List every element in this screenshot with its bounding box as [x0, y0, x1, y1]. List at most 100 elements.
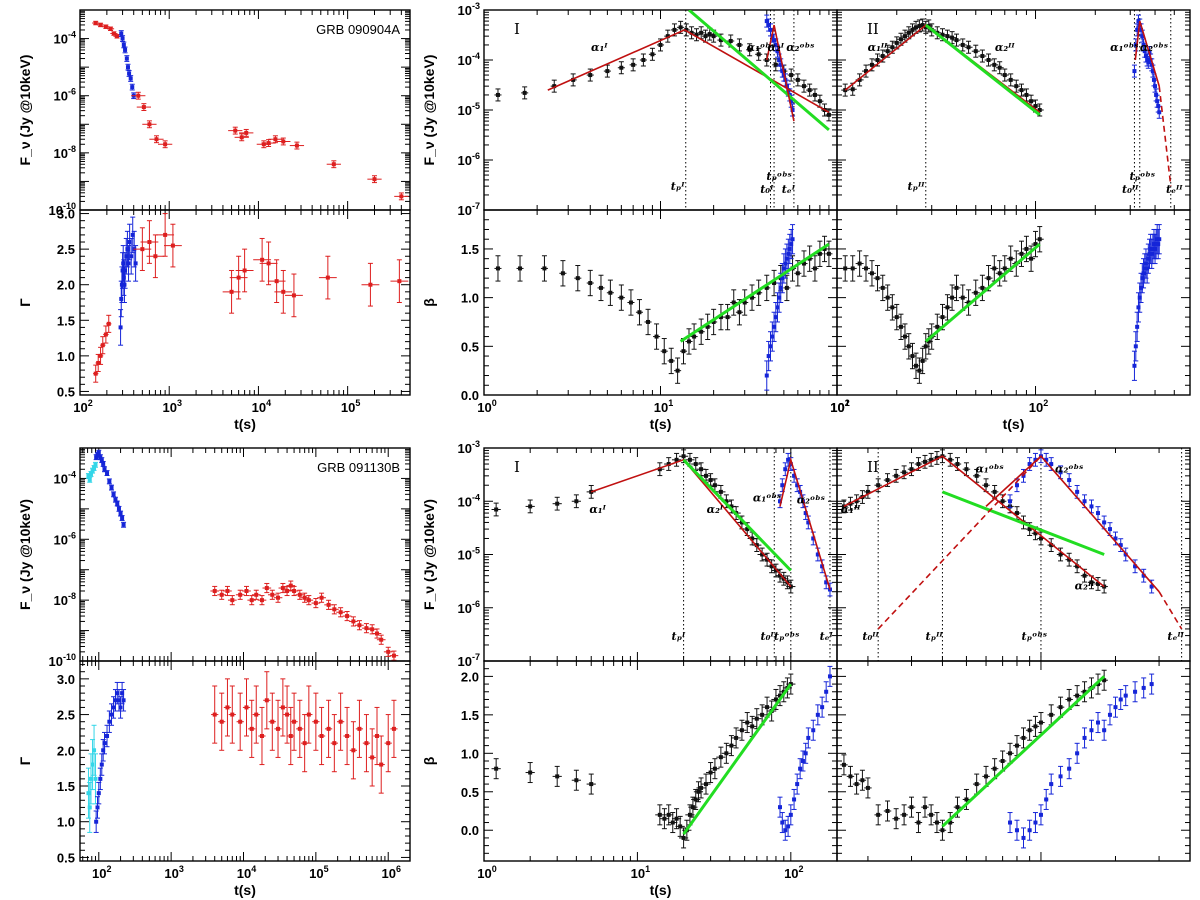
- tick-label: 10-5: [458, 546, 480, 563]
- y-tick-label: 0.5: [461, 785, 479, 800]
- data-point: [235, 589, 245, 600]
- data-point: [782, 819, 788, 841]
- y-tick-label: 2.0: [57, 278, 75, 293]
- data-point: [383, 646, 393, 657]
- tick-label: 10-4: [54, 469, 76, 486]
- fit-line: [985, 455, 1160, 593]
- data-point: [1032, 812, 1038, 834]
- data-point: [133, 245, 139, 282]
- data-point: [267, 589, 277, 600]
- y-tick-label: 1.5: [461, 708, 479, 723]
- y-axis-title: Γ: [17, 756, 33, 765]
- data-point: [97, 767, 103, 791]
- tick-label: 103: [162, 398, 181, 415]
- fit-line: [1134, 20, 1160, 87]
- data-point: [367, 175, 382, 184]
- data-point: [287, 706, 295, 766]
- data-point: [901, 323, 909, 350]
- data-point: [252, 685, 260, 744]
- y-tick-label: 0.5: [57, 384, 75, 399]
- data-point: [286, 580, 296, 591]
- panel-label: I: [514, 20, 520, 38]
- data-point: [521, 86, 529, 100]
- data-point: [349, 721, 357, 780]
- data-point: [938, 819, 947, 841]
- data-point: [952, 274, 961, 302]
- panel-B_II_beta: [836, 660, 1191, 862]
- data-point: [864, 484, 872, 499]
- data-point: [606, 279, 614, 306]
- data-point: [1082, 727, 1088, 749]
- tick-label: 104: [237, 864, 256, 881]
- data-point: [217, 589, 227, 600]
- data-point: [617, 284, 625, 311]
- data-point: [811, 255, 819, 282]
- data-point: [907, 462, 916, 477]
- data-point: [125, 63, 131, 71]
- data-point: [794, 260, 802, 287]
- panel-label: GRB 090904A: [316, 22, 400, 37]
- data-point: [317, 592, 326, 603]
- data-point: [218, 692, 226, 751]
- y-axis-title: Γ: [17, 298, 33, 307]
- data-point: [142, 120, 157, 129]
- data-point: [305, 685, 313, 744]
- data-point: [1058, 465, 1064, 480]
- data-point: [103, 325, 109, 344]
- data-point: [121, 259, 127, 296]
- data-point: [779, 478, 785, 493]
- data-point: [100, 336, 106, 355]
- data-point: [376, 634, 386, 645]
- data-point: [927, 452, 935, 467]
- annotation-label: t₀ᴵ: [760, 183, 774, 196]
- tick-label: 102: [73, 398, 92, 415]
- data-point: [883, 800, 892, 822]
- data-point: [1088, 719, 1094, 741]
- panel-label: GRB 091130B: [317, 460, 400, 475]
- fit-line: [688, 10, 830, 132]
- data-point: [855, 250, 864, 277]
- y-axis-title: F_ν (Jy @10keV): [421, 55, 437, 166]
- data-point: [724, 303, 732, 331]
- data-point: [1100, 669, 1108, 691]
- annotation-label: α₂ᵒᵇˢ: [786, 41, 814, 54]
- data-point: [692, 28, 701, 42]
- panel-A_gam: 102 103 104 105 t(s) 0.5 1.0 1.5 2.0 2.5 3.0 Γ: [17, 207, 411, 432]
- tick-label: 10-3: [458, 439, 480, 456]
- data-point: [786, 673, 796, 695]
- data-point: [878, 274, 887, 302]
- data-point: [1019, 727, 1028, 749]
- data-point: [1066, 758, 1072, 780]
- data-point: [104, 724, 110, 748]
- data-point: [706, 762, 716, 784]
- data-point: [267, 259, 286, 303]
- panel-label: I: [514, 458, 520, 476]
- data-point: [948, 31, 957, 45]
- data-point: [118, 696, 124, 719]
- data-point: [1007, 812, 1013, 834]
- y-axis-title: β: [421, 298, 437, 307]
- y-tick-label: 1.5: [57, 313, 75, 328]
- data-point: [806, 83, 814, 97]
- data-point: [235, 248, 254, 293]
- data-point: [569, 73, 577, 87]
- data-point: [674, 357, 682, 384]
- y-axis-title: F_ν (Jy @10keV): [17, 499, 33, 610]
- data-point: [883, 284, 892, 311]
- tick-label: 10-10: [49, 201, 76, 218]
- data-point: [921, 796, 929, 818]
- data-point: [791, 788, 797, 810]
- y-tick-label: 0.5: [57, 850, 75, 865]
- data-point: [559, 260, 567, 287]
- y-tick-label: 1.0: [57, 349, 75, 364]
- x-axis-title: t(s): [650, 416, 672, 432]
- data-point: [110, 31, 118, 36]
- data-point: [223, 585, 232, 597]
- data-point: [300, 592, 309, 603]
- data-point: [660, 338, 668, 365]
- data-point: [318, 255, 337, 300]
- fit-line: [1158, 86, 1172, 187]
- data-point: [1133, 38, 1139, 52]
- annotation-label: α₁ᴵ: [589, 503, 606, 516]
